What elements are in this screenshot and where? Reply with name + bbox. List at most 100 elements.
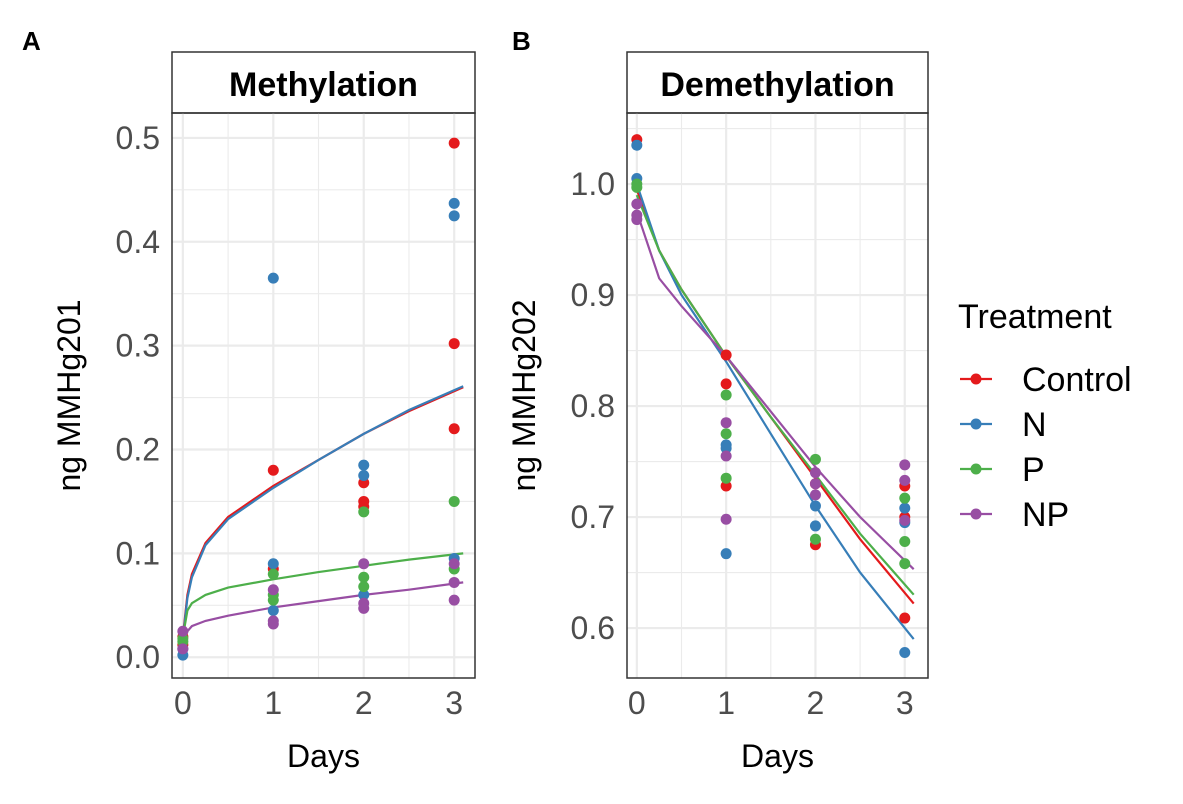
point-control <box>720 480 732 492</box>
fit-line-n <box>181 385 464 639</box>
panel-b: B Demethylation 0.6 0.7 0.8 0.9 1.0 0 1 2 3 Days ng … <box>506 26 929 774</box>
point-n <box>448 197 460 209</box>
point-p <box>720 428 732 440</box>
point-np <box>448 594 460 606</box>
legend: Treatment Control NP NP <box>958 298 1132 534</box>
y-tick-label: 0.3 <box>116 328 160 364</box>
strip-title: Demethylation <box>660 66 894 104</box>
point-np <box>267 618 279 630</box>
y-tick-label: 0.0 <box>116 639 160 675</box>
fit-line-p <box>181 552 464 637</box>
fit-line-control <box>635 189 915 605</box>
point-control <box>720 378 732 390</box>
point-p <box>267 594 279 606</box>
point-n <box>899 502 911 514</box>
point-np <box>809 467 821 479</box>
fit-line-np <box>181 581 464 646</box>
point-n <box>809 500 821 512</box>
point-n <box>899 646 911 658</box>
legend-key-point <box>970 463 982 475</box>
point-n <box>358 469 370 481</box>
point-np <box>358 602 370 614</box>
point-control <box>720 349 732 361</box>
strip-box <box>171 51 476 114</box>
x-tick-label: 2 <box>355 685 373 721</box>
panel-letter: A <box>22 26 41 56</box>
legend-title: Treatment <box>958 298 1112 336</box>
point-n <box>358 589 370 601</box>
y-tick-label: 1.0 <box>571 166 615 202</box>
panel-border <box>626 112 929 679</box>
y-tick-label: 0.9 <box>571 277 615 313</box>
point-p <box>720 472 732 484</box>
point-np <box>631 198 643 210</box>
fit-line-p <box>635 194 915 596</box>
point-np <box>720 450 732 462</box>
point-np <box>809 478 821 490</box>
point-p <box>358 581 370 593</box>
point-p <box>720 389 732 401</box>
point-np <box>899 514 911 526</box>
legend-key-point <box>970 418 982 430</box>
legend-item-p: P <box>1022 451 1045 489</box>
point-p <box>899 558 911 570</box>
point-np <box>809 489 821 501</box>
x-tick-label: 1 <box>717 685 735 721</box>
point-np <box>358 558 370 570</box>
point-np <box>267 584 279 596</box>
point-control <box>267 464 279 476</box>
point-p <box>809 533 821 545</box>
point-p <box>267 568 279 580</box>
point-n <box>720 442 732 454</box>
point-control <box>899 612 911 624</box>
fit-line-np <box>635 211 915 570</box>
point-np <box>631 214 643 226</box>
strip-title: Methylation <box>229 66 418 104</box>
point-np <box>448 558 460 570</box>
point-control <box>448 338 460 350</box>
point-np <box>720 513 732 525</box>
point-n <box>448 210 460 222</box>
legend-key-point <box>970 508 982 520</box>
point-n <box>267 604 279 616</box>
y-tick-label: 0.1 <box>116 535 160 571</box>
point-n <box>267 272 279 284</box>
point-p <box>358 571 370 583</box>
legend-item-control: Control <box>1022 361 1132 399</box>
point-np <box>448 576 460 588</box>
legend-item-np: NP <box>1022 496 1069 534</box>
y-tick-label: 0.2 <box>116 432 160 468</box>
x-tick-label: 0 <box>628 685 646 721</box>
panel-letter: B <box>512 26 531 56</box>
x-tick-label: 2 <box>807 685 825 721</box>
x-tick-label: 3 <box>445 685 463 721</box>
point-n <box>267 558 279 570</box>
panel-a: A Methylation 0.0 0.1 0.2 0.3 0.4 0.5 0 1 2 3 Days ng… <box>22 26 476 774</box>
strip-box <box>626 51 929 114</box>
fit-line-n <box>635 183 915 640</box>
point-p <box>358 506 370 518</box>
y-tick-label: 0.5 <box>116 120 160 156</box>
point-n <box>631 139 643 151</box>
point-np <box>720 417 732 429</box>
y-axis-title: ng MMHg201 <box>51 299 87 491</box>
point-p <box>631 181 643 193</box>
point-np <box>177 643 189 655</box>
point-control <box>448 137 460 149</box>
y-axis-title: ng MMHg202 <box>506 299 542 491</box>
x-tick-label: 3 <box>896 685 914 721</box>
point-p <box>899 535 911 547</box>
panel-border <box>171 112 476 679</box>
x-tick-label: 1 <box>264 685 282 721</box>
x-tick-label: 0 <box>174 685 192 721</box>
point-n <box>720 548 732 560</box>
x-axis-title: Days <box>741 738 814 774</box>
point-p <box>448 495 460 507</box>
point-n <box>809 520 821 532</box>
y-tick-label: 0.8 <box>571 388 615 424</box>
y-tick-label: 0.6 <box>571 610 615 646</box>
point-p <box>899 492 911 504</box>
point-n <box>358 459 370 471</box>
legend-key-point <box>970 373 982 385</box>
